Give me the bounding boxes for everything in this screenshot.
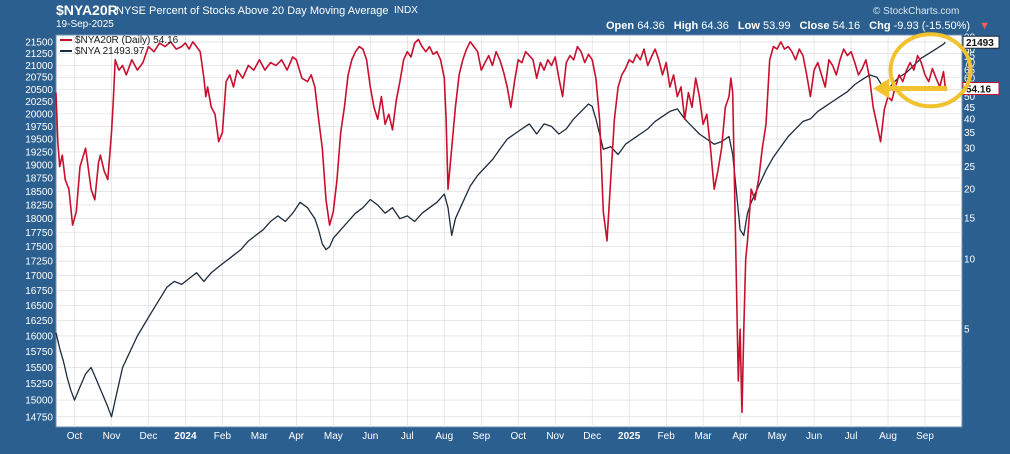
x-axis-tick-label: Apr (732, 431, 748, 442)
x-axis-tick-label: Mar (695, 431, 713, 442)
exchange-label: INDX (394, 5, 418, 16)
right-axis-tick-label: 50 (964, 92, 976, 103)
x-axis-tick-label: Sep (916, 431, 934, 442)
left-axis-tick-label: 15250 (25, 379, 53, 390)
left-axis-tick-label: 19250 (25, 147, 53, 158)
right-axis-tick-label: 45 (964, 103, 976, 114)
x-axis-tick-label: May (768, 431, 787, 442)
chg-value: -9.93 (-15.50%) (893, 20, 971, 32)
left-axis-tick-label: 17000 (25, 271, 53, 282)
right-axis-tick-label: 15 (964, 214, 976, 225)
open-label: Open (606, 20, 635, 32)
legend-item-secondary: $NYA 21493.97 (60, 46, 144, 57)
left-axis-tick-label: 21500 (25, 37, 53, 48)
x-axis-tick-label: Feb (658, 431, 676, 442)
x-axis-tick-label: Oct (510, 431, 526, 442)
high-value: 64.36 (701, 20, 729, 32)
left-axis-tick-label: 19500 (25, 135, 53, 146)
legend-swatch-secondary (60, 50, 72, 53)
left-axis-tick-label: 21000 (25, 61, 53, 72)
x-axis-tick-label: Dec (140, 431, 158, 442)
annotation-arrow-head (873, 78, 890, 99)
left-axis-tick-label: 18250 (25, 200, 53, 211)
chg-label: Chg (869, 20, 891, 32)
left-axis-tick-label: 19000 (25, 160, 53, 171)
right-axis-tick-label: 40 (964, 115, 976, 126)
right-axis-tick-label: 35 (964, 128, 976, 139)
series-line-nya20r (55, 38, 947, 413)
left-axis-tick-label: 14750 (25, 412, 53, 423)
close-value: 54.16 (832, 20, 861, 32)
annotation-circle (888, 32, 973, 109)
low-value: 53.99 (762, 20, 791, 32)
left-axis-tick-label: 16500 (25, 301, 53, 312)
left-axis-tick-label: 16750 (25, 286, 53, 297)
high-label: High (673, 20, 699, 32)
legend-label-primary: $NYA20R (Daily) 54.16 (75, 35, 179, 46)
right-axis-tick-label: 80 (964, 45, 976, 56)
x-axis-tick-label: Aug (879, 431, 897, 442)
left-axis-tick-label: 18750 (25, 174, 53, 185)
legend-label-secondary: $NYA 21493.97 (75, 46, 145, 57)
x-axis-tick-label: Nov (103, 431, 121, 442)
left-axis-tick-label: 21250 (25, 49, 53, 60)
legend-item-primary: $NYA20R (Daily) 54.16 (60, 35, 178, 46)
left-axis-tick-label: 19750 (25, 122, 53, 133)
ohlc-readout: Open 64.36 High 64.36 Low 53.99 Close 54… (606, 20, 990, 32)
x-axis-tick-label: Jul (845, 431, 858, 442)
x-axis-tick-label: Jun (362, 431, 378, 442)
x-axis-tick-label: Sep (472, 431, 490, 442)
x-axis-tick-label: Jul (401, 431, 414, 442)
left-axis-tick-label: 15500 (25, 363, 53, 374)
x-axis-tick-label: Mar (251, 431, 269, 442)
left-axis-tick-label: 15000 (25, 396, 53, 407)
right-axis-tick-label: 10 (964, 255, 976, 266)
last-value-label-nya: 21493 (966, 38, 994, 49)
x-axis-tick-label: 2024 (174, 431, 197, 442)
chart-symbol[interactable]: $NYA20R (56, 2, 118, 18)
left-axis-tick-label: 17500 (25, 242, 53, 253)
left-axis-tick-label: 18000 (25, 214, 53, 225)
right-axis-tick-label: 20 (964, 185, 976, 196)
x-axis-tick-label: Dec (583, 431, 601, 442)
left-axis-tick-label: 20000 (25, 109, 53, 120)
last-value-tag-nya (962, 35, 1000, 49)
left-axis-tick-label: 17250 (25, 257, 53, 268)
right-axis-tick-label: 30 (964, 144, 976, 155)
open-value: 64.36 (637, 20, 665, 32)
close-label: Close (799, 20, 830, 32)
x-axis-tick-label: Nov (546, 431, 564, 442)
chart-description: NYSE Percent of Stocks Above 20 Day Movi… (116, 5, 389, 17)
x-axis-tick-label: Jun (806, 431, 822, 442)
x-axis-tick-label: Apr (289, 431, 305, 442)
right-axis-tick-label: 5 (964, 325, 970, 336)
x-axis-tick-label: May (324, 431, 343, 442)
left-axis-tick-label: 20500 (25, 85, 53, 96)
left-axis-tick-label: 16250 (25, 316, 53, 327)
right-axis-tick-label: 25 (964, 162, 976, 173)
left-axis-tick-label: 16000 (25, 331, 53, 342)
chart-date: 19-Sep-2025 (56, 19, 114, 30)
left-axis-tick-label: 18500 (25, 187, 53, 198)
x-axis-tick-label: Feb (214, 431, 232, 442)
left-axis-tick-label: 20750 (25, 73, 53, 84)
left-axis-tick-label: 20250 (25, 97, 53, 108)
x-axis-tick-label: 2025 (618, 431, 641, 442)
series-line-nya (55, 41, 946, 418)
left-axis-tick-label: 15750 (25, 347, 53, 358)
low-label: Low (737, 20, 760, 32)
x-axis-tick-label: Oct (67, 431, 83, 442)
down-arrow-icon: ▼ (979, 20, 991, 32)
last-value-label-nya20r: 54.16 (966, 85, 991, 96)
legend-swatch-primary (60, 39, 72, 42)
x-axis-tick-label: Aug (435, 431, 453, 442)
left-axis-tick-label: 17750 (25, 228, 53, 239)
brand-label[interactable]: © StockCharts.com (873, 6, 960, 17)
